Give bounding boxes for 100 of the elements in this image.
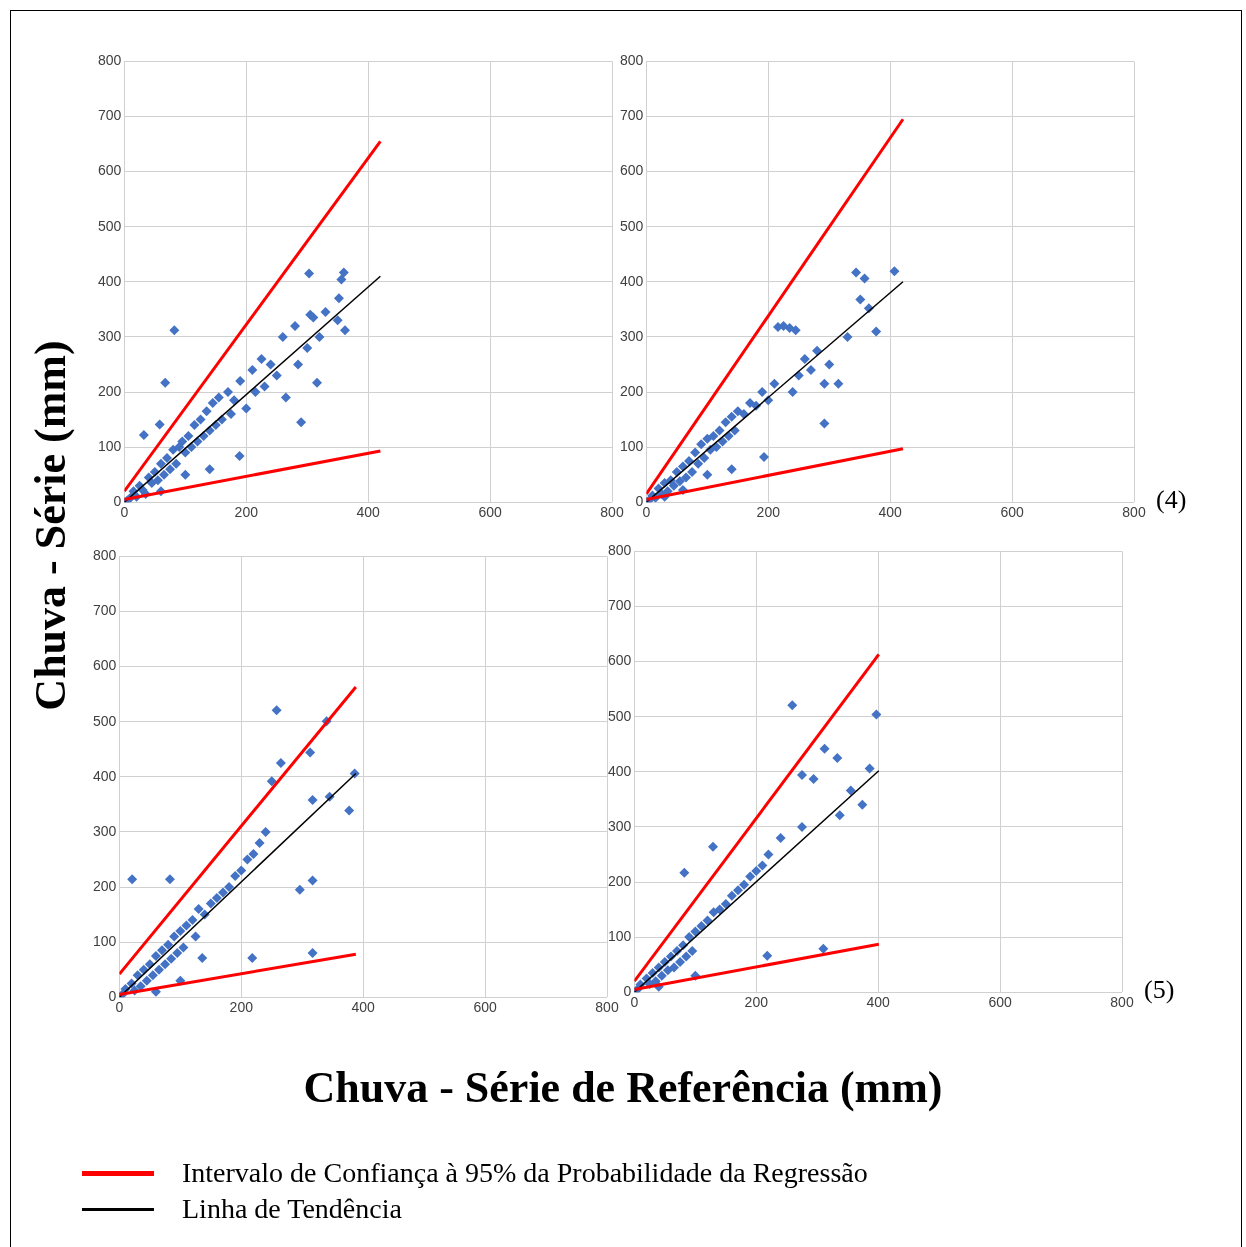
point — [275, 758, 286, 769]
y-tick-label: 600 — [608, 652, 632, 669]
y-axis-title: Chuva - Série (mm) — [24, 339, 76, 713]
point — [190, 931, 201, 942]
point — [845, 785, 856, 796]
point — [175, 926, 186, 937]
y-tick-label: 500 — [620, 217, 644, 234]
y-tick-label: 200 — [98, 382, 122, 399]
point — [197, 953, 208, 964]
x-tick-label: 600 — [478, 504, 502, 521]
x-tick-label: 400 — [351, 999, 376, 1016]
point — [732, 885, 743, 896]
y-tick-label: 500 — [93, 712, 117, 729]
point — [271, 705, 282, 716]
point — [294, 884, 305, 895]
y-tick-label: 200 — [93, 877, 117, 894]
point — [169, 931, 180, 942]
point — [762, 950, 773, 961]
point — [707, 841, 718, 852]
x-tick-label: 200 — [744, 994, 769, 1011]
y-tick-label: 800 — [93, 547, 117, 564]
point — [687, 945, 698, 956]
point — [242, 854, 253, 865]
point — [684, 932, 695, 943]
point — [181, 920, 192, 931]
y-tick-label: 0 — [623, 983, 632, 1000]
point — [739, 879, 750, 890]
point — [832, 753, 843, 764]
point — [160, 959, 171, 970]
x-tick-label: 600 — [473, 999, 497, 1016]
point — [726, 890, 737, 901]
y-tick-label: 0 — [635, 493, 644, 510]
x-tick-label: 400 — [878, 504, 903, 521]
point — [668, 962, 679, 973]
y-tick-label: 300 — [98, 327, 122, 344]
y-tick-label: 700 — [98, 107, 122, 124]
point — [775, 832, 786, 843]
point — [166, 953, 177, 964]
point — [708, 907, 719, 918]
point — [796, 770, 807, 781]
point — [163, 939, 174, 950]
x-tick-label: 400 — [356, 504, 381, 521]
point — [751, 865, 762, 876]
text: (5) — [1144, 975, 1175, 1005]
point — [702, 915, 713, 926]
point — [305, 747, 316, 758]
point — [808, 773, 819, 784]
x-tick-label: 800 — [1110, 994, 1134, 1011]
y-tick-label: 300 — [620, 327, 644, 344]
y-tick-label: 0 — [113, 493, 122, 510]
y-tick-label: 800 — [98, 52, 122, 69]
point — [864, 763, 875, 774]
y-tick-label: 100 — [93, 932, 117, 949]
point — [834, 810, 845, 821]
point — [153, 964, 164, 975]
y-tick-label: 400 — [98, 272, 122, 289]
point — [141, 975, 152, 986]
point — [819, 743, 830, 754]
point — [178, 942, 189, 953]
point — [144, 959, 155, 970]
point — [787, 700, 798, 711]
point — [217, 887, 228, 898]
point — [662, 965, 673, 976]
y-tick-label: 500 — [608, 707, 632, 724]
point — [757, 860, 768, 871]
point — [745, 871, 756, 882]
point — [260, 826, 271, 837]
point — [656, 970, 667, 981]
y-tick-label: 100 — [608, 927, 632, 944]
point — [230, 870, 241, 881]
point — [236, 865, 247, 876]
y-tick-label: 500 — [98, 217, 122, 234]
point — [132, 970, 143, 981]
y-tick-label: 400 — [620, 272, 644, 289]
point — [818, 943, 829, 954]
point — [714, 904, 725, 915]
point — [720, 899, 731, 910]
point — [675, 956, 686, 967]
point — [172, 948, 183, 959]
y-tick-label: 300 — [93, 822, 117, 839]
legend-label: Intervalo de Confiança à 95% da Probabilidade da Regressão — [182, 1157, 868, 1189]
x-tick-label: 200 — [756, 504, 781, 521]
point — [796, 821, 807, 832]
y-tick-label: 400 — [608, 762, 632, 779]
y-tick-label: 600 — [98, 162, 122, 179]
legend-label: Linha de Tendência — [182, 1193, 402, 1225]
point — [150, 950, 161, 961]
y-tick-label: 700 — [608, 597, 632, 614]
point — [690, 926, 701, 937]
point — [187, 915, 198, 926]
y-tick-label: 400 — [93, 767, 117, 784]
point — [224, 882, 235, 892]
point — [147, 970, 158, 981]
text: (4) — [1156, 485, 1187, 515]
y-tick-label: 100 — [98, 437, 122, 454]
point — [254, 837, 265, 848]
y-tick-label: 800 — [620, 52, 644, 69]
x-tick-label: 200 — [234, 504, 259, 521]
y-tick-label: 700 — [620, 107, 644, 124]
point — [248, 848, 259, 859]
